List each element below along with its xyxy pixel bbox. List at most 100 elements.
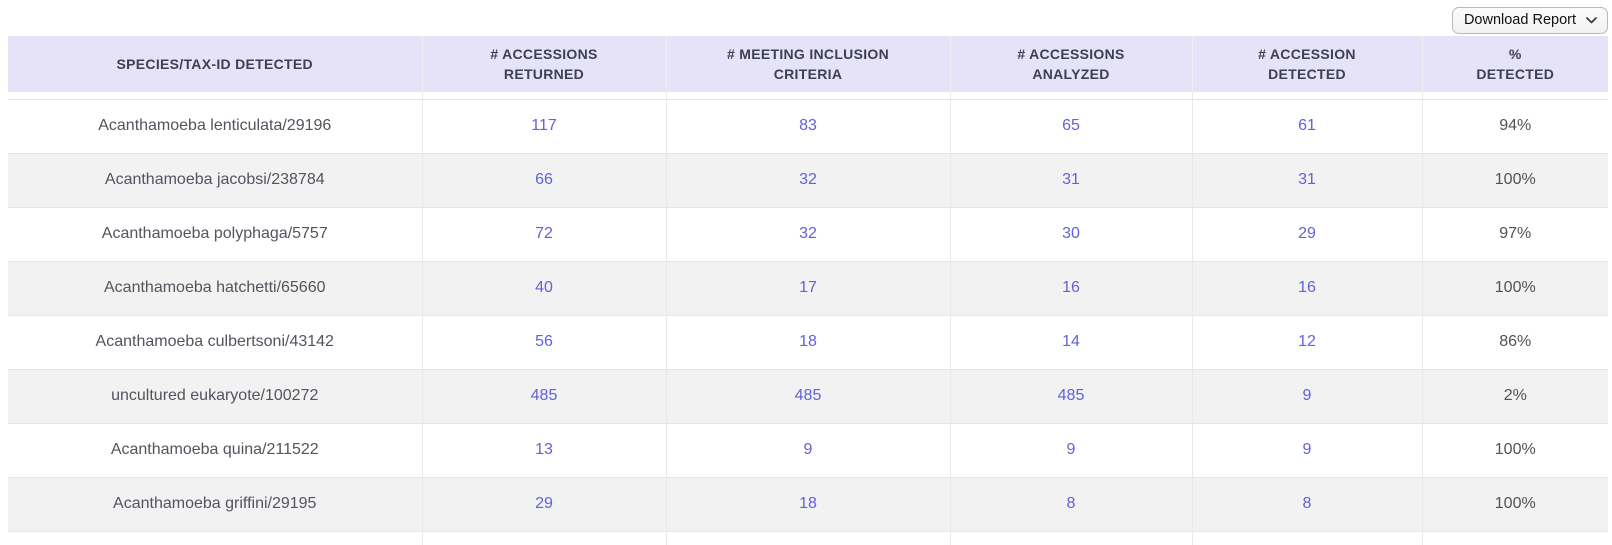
accessions-returned-cell: 117	[421, 99, 666, 154]
accessions-analyzed-link[interactable]: 485	[1057, 387, 1085, 404]
accessions-analyzed-link[interactable]: 8	[1066, 495, 1076, 512]
species-cell: Acanthamoeba lenticulata/29196	[8, 99, 422, 154]
accessions-returned-link[interactable]: 485	[530, 387, 558, 404]
table-row: Acanthamoeba lenticulata/29196 117 83 65 61 9…	[8, 99, 1608, 154]
accession-detected-cell: 61	[1191, 99, 1422, 154]
accessions-returned-cell: 40	[421, 261, 666, 316]
meeting-inclusion-criteria-link[interactable]: 18	[799, 333, 817, 350]
meeting-inclusion-criteria-cell: 17	[665, 261, 950, 316]
table-row: Acanthamoeba griffini/29195 29 18 8 8 100%	[8, 477, 1608, 532]
accessions-analyzed-link[interactable]: 14	[1062, 333, 1080, 350]
accessions-analyzed-link[interactable]: 30	[1062, 225, 1080, 242]
accessions-returned-link[interactable]: 72	[535, 225, 553, 242]
meeting-inclusion-criteria-cell: 485	[665, 369, 950, 424]
results-table: SPECIES/TAX-ID DETECTED # ACCESSIONS RETU…	[8, 36, 1608, 545]
meeting-inclusion-criteria-link[interactable]: 17	[799, 279, 817, 296]
accession-detected-link[interactable]: 29	[1298, 225, 1316, 242]
meeting-inclusion-criteria-cell: 18	[665, 477, 950, 532]
chevron-down-icon	[1586, 16, 1597, 24]
species-cell: Acanthamoeba griffini/29195	[8, 477, 422, 532]
column-header: # ACCESSIONS ANALYZED	[949, 36, 1192, 92]
toolbar: Download Report	[1451, 7, 1608, 34]
percent-detected-cell: 100%	[1421, 477, 1608, 532]
percent-detected-cell: 97%	[1421, 207, 1608, 262]
accessions-returned-link[interactable]: 40	[535, 279, 553, 296]
accession-detected-cell: 29	[1191, 207, 1422, 262]
accessions-analyzed-cell: 65	[949, 99, 1192, 154]
meeting-inclusion-criteria-cell: 32	[665, 207, 950, 262]
meeting-inclusion-criteria-cell: 18	[665, 315, 950, 370]
meeting-inclusion-criteria-link[interactable]: 485	[794, 387, 822, 404]
percent-detected-cell: 100%	[1421, 423, 1608, 478]
meeting-inclusion-criteria-link[interactable]: 18	[799, 495, 817, 512]
partial-row-bottom	[8, 531, 1608, 545]
download-report-label: Download Report	[1463, 12, 1576, 28]
accession-detected-link[interactable]: 12	[1298, 333, 1316, 350]
accessions-analyzed-cell: 8	[949, 477, 1192, 532]
accessions-returned-link[interactable]: 29	[535, 495, 553, 512]
accessions-analyzed-link[interactable]: 65	[1062, 117, 1080, 134]
accessions-analyzed-cell: 485	[949, 369, 1192, 424]
accessions-returned-cell: 56	[421, 315, 666, 370]
accessions-analyzed-link[interactable]: 16	[1062, 279, 1080, 296]
column-header: % DETECTED	[1421, 36, 1608, 92]
accession-detected-cell: 16	[1191, 261, 1422, 316]
species-cell: Acanthamoeba jacobsi/238784	[8, 153, 422, 208]
accession-detected-link[interactable]: 61	[1298, 117, 1316, 134]
table-row: Acanthamoeba jacobsi/238784 66 32 31 31 100%	[8, 153, 1608, 208]
accessions-analyzed-cell: 16	[949, 261, 1192, 316]
accessions-returned-cell: 29	[421, 477, 666, 532]
accessions-returned-link[interactable]: 13	[535, 441, 553, 458]
accessions-returned-cell: 485	[421, 369, 666, 424]
species-cell: uncultured eukaryote/100272	[8, 369, 422, 424]
table-row: Acanthamoeba quina/211522 13 9 9 9 100%	[8, 423, 1608, 478]
partial-row-top	[8, 92, 1608, 100]
meeting-inclusion-criteria-link[interactable]: 83	[799, 117, 817, 134]
species-cell: Acanthamoeba polyphaga/5757	[8, 207, 422, 262]
meeting-inclusion-criteria-link[interactable]: 32	[799, 171, 817, 188]
meeting-inclusion-criteria-cell: 32	[665, 153, 950, 208]
accession-detected-link[interactable]: 31	[1298, 171, 1316, 188]
download-report-select[interactable]: Download Report	[1451, 7, 1608, 34]
percent-detected-cell: 2%	[1421, 369, 1608, 424]
meeting-inclusion-criteria-link[interactable]: 32	[799, 225, 817, 242]
table-row: uncultured eukaryote/100272 485 485 485 9 2%	[8, 369, 1608, 424]
accession-detected-cell: 31	[1191, 153, 1422, 208]
accessions-analyzed-link[interactable]: 9	[1066, 441, 1076, 458]
table-body: Acanthamoeba lenticulata/29196 117 83 65 61 9…	[8, 92, 1608, 545]
table-row: Acanthamoeba polyphaga/5757 72 32 30 29 97%	[8, 207, 1608, 262]
header-row: SPECIES/TAX-ID DETECTED # ACCESSIONS RETU…	[8, 36, 1608, 92]
table-row: Acanthamoeba culbertsoni/43142 56 18 14 12 86…	[8, 315, 1608, 370]
percent-detected-cell: 100%	[1421, 261, 1608, 316]
accessions-returned-link[interactable]: 117	[531, 117, 557, 134]
accessions-returned-cell: 13	[421, 423, 666, 478]
percent-detected-cell: 100%	[1421, 153, 1608, 208]
accessions-analyzed-cell: 30	[949, 207, 1192, 262]
species-cell: Acanthamoeba culbertsoni/43142	[8, 315, 422, 370]
accessions-analyzed-cell: 31	[949, 153, 1192, 208]
meeting-inclusion-criteria-link[interactable]: 9	[803, 441, 813, 458]
accession-detected-link[interactable]: 9	[1302, 441, 1312, 458]
percent-detected-cell: 94%	[1421, 99, 1608, 154]
accession-detected-cell: 9	[1191, 369, 1422, 424]
accessions-returned-cell: 66	[421, 153, 666, 208]
accession-detected-link[interactable]: 16	[1298, 279, 1316, 296]
accession-detected-cell: 8	[1191, 477, 1422, 532]
accession-detected-link[interactable]: 8	[1302, 495, 1312, 512]
accession-detected-cell: 12	[1191, 315, 1422, 370]
accessions-analyzed-cell: 9	[949, 423, 1192, 478]
species-cell: Acanthamoeba quina/211522	[8, 423, 422, 478]
column-header: # ACCESSION DETECTED	[1191, 36, 1422, 92]
column-header: # ACCESSIONS RETURNED	[421, 36, 666, 92]
species-cell: Acanthamoeba hatchetti/65660	[8, 261, 422, 316]
accessions-returned-link[interactable]: 56	[535, 333, 553, 350]
accessions-analyzed-link[interactable]: 31	[1062, 171, 1080, 188]
meeting-inclusion-criteria-cell: 83	[665, 99, 950, 154]
table-row: Acanthamoeba hatchetti/65660 40 17 16 16 100%	[8, 261, 1608, 316]
accession-detected-cell: 9	[1191, 423, 1422, 478]
accessions-returned-cell: 72	[421, 207, 666, 262]
accessions-returned-link[interactable]: 66	[535, 171, 553, 188]
meeting-inclusion-criteria-cell: 9	[665, 423, 950, 478]
accession-detected-link[interactable]: 9	[1302, 387, 1312, 404]
results-table-container: SPECIES/TAX-ID DETECTED # ACCESSIONS RETU…	[8, 36, 1608, 545]
